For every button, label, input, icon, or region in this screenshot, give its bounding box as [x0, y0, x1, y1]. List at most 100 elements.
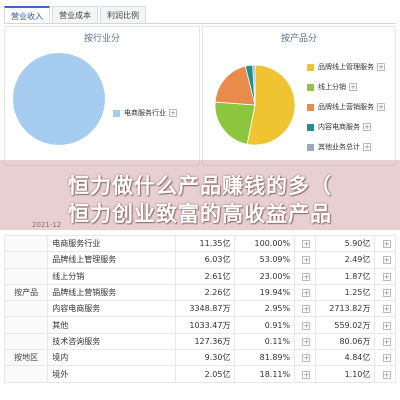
- row-ratio: 2.95%: [234, 300, 296, 318]
- expand-icon[interactable]: +: [349, 83, 357, 91]
- row-expand-cell[interactable]: +: [374, 316, 396, 334]
- tab-cost[interactable]: 营业成本: [52, 6, 98, 23]
- expand-icon[interactable]: +: [382, 354, 391, 363]
- legend-item-ecommerce[interactable]: 电商服务行业 +: [113, 103, 177, 123]
- row-expand-cell[interactable]: +: [294, 349, 316, 367]
- row-cost: 559.02万: [314, 316, 376, 334]
- industry-panel: 按行业分 电商服务行业 +: [4, 26, 200, 166]
- row-expand-cell[interactable]: +: [374, 234, 396, 253]
- legend-item-online-distribution[interactable]: 线上分销 +: [307, 77, 385, 97]
- row-ratio: 100.00%: [234, 234, 296, 253]
- row-expand-cell[interactable]: +: [294, 332, 316, 351]
- table-row: 按产品 品牌线上营销服务 2.26亿 19.94% +1.25亿 +: [3, 283, 396, 302]
- legend-label: 品牌线上营销服务: [318, 103, 374, 111]
- expand-icon[interactable]: +: [302, 337, 311, 346]
- table-row: 内容电商服务 3348.87万 2.95% +2713.82万 +: [3, 300, 396, 318]
- product-panel: 按产品分 品牌线上管理服务 + 线上分销 + 品牌线上营销服务 + 内容电商服务…: [202, 26, 396, 166]
- pie-slice[interactable]: [13, 53, 105, 145]
- table-row: 按地区 境内 9.30亿 81.89% +4.84亿 +: [3, 349, 396, 367]
- pie-slice[interactable]: [214, 65, 256, 106]
- row-expand-cell[interactable]: +: [374, 251, 396, 269]
- tab-revenue[interactable]: 营业收入: [4, 6, 50, 23]
- pie-slice[interactable]: [214, 101, 256, 145]
- expand-icon[interactable]: +: [302, 240, 311, 249]
- table-row: 电商服务行业 11.35亿 100.00% +5.90亿 +: [3, 234, 396, 253]
- legend-item-other[interactable]: 其他业务总计 +: [307, 137, 385, 157]
- row-cost: 2.49亿: [314, 251, 376, 269]
- row-cost: 80.06万: [314, 332, 376, 351]
- legend-item-brand-marketing[interactable]: 品牌线上营销服务 +: [307, 97, 385, 117]
- row-expand-cell[interactable]: +: [294, 234, 316, 253]
- expand-icon[interactable]: +: [382, 305, 391, 314]
- row-expand-cell[interactable]: +: [294, 283, 316, 302]
- expand-icon[interactable]: +: [363, 143, 371, 151]
- row-cost: 1.87亿: [314, 267, 376, 285]
- row-revenue: 2.05亿: [174, 365, 236, 383]
- expand-icon[interactable]: +: [382, 272, 391, 281]
- row-revenue: 1033.47万: [174, 316, 236, 334]
- pie-slice[interactable]: [246, 64, 296, 146]
- row-expand-cell[interactable]: +: [374, 283, 396, 302]
- row-expand-cell[interactable]: +: [294, 316, 316, 334]
- legend-label: 内容电商服务: [318, 123, 360, 131]
- expand-icon[interactable]: +: [382, 321, 391, 330]
- row-ratio: 0.11%: [234, 332, 296, 351]
- row-expand-cell[interactable]: +: [294, 300, 316, 318]
- legend-item-content-ecommerce[interactable]: 内容电商服务 +: [307, 117, 385, 137]
- banner-title-line2: 恒力创业致富的高收益产品: [68, 202, 332, 226]
- expand-icon[interactable]: +: [302, 321, 311, 330]
- row-group-label: 按产品: [3, 283, 49, 302]
- row-name: 境外: [47, 365, 176, 383]
- banner-title-line1: 恒力做什么产品赚钱的多（: [68, 174, 332, 198]
- expand-icon[interactable]: +: [382, 337, 391, 346]
- row-group-label: [3, 267, 49, 285]
- legend-item-brand-management[interactable]: 品牌线上管理服务 +: [307, 57, 385, 77]
- row-revenue: 11.35亿: [174, 234, 236, 253]
- industry-pie-chart: [13, 53, 105, 145]
- row-cost: 4.84亿: [314, 349, 376, 367]
- row-expand-cell[interactable]: +: [294, 365, 316, 383]
- table-row: 品牌线上管理服务 6.03亿 53.09% +2.49亿 +: [3, 251, 396, 269]
- expand-icon[interactable]: +: [302, 289, 311, 298]
- industry-legend: 电商服务行业 +: [113, 103, 177, 123]
- expand-icon[interactable]: +: [302, 305, 311, 314]
- tab-profit-ratio[interactable]: 利润比例: [100, 6, 146, 23]
- row-ratio: 0.91%: [234, 316, 296, 334]
- row-expand-cell[interactable]: +: [294, 267, 316, 285]
- row-revenue: 127.36万: [174, 332, 236, 351]
- expand-icon[interactable]: +: [382, 370, 391, 379]
- row-expand-cell[interactable]: +: [374, 300, 396, 318]
- row-name: 品牌线上营销服务: [47, 283, 176, 302]
- legend-label: 品牌线上管理服务: [318, 63, 374, 71]
- row-expand-cell[interactable]: +: [374, 267, 396, 285]
- expand-icon[interactable]: +: [382, 240, 391, 249]
- legend-swatch: [307, 103, 314, 111]
- row-expand-cell[interactable]: +: [374, 365, 396, 383]
- expand-icon[interactable]: +: [382, 256, 391, 265]
- expand-icon[interactable]: +: [363, 123, 371, 131]
- row-group-label: 按地区: [3, 349, 49, 367]
- expand-icon[interactable]: +: [169, 109, 177, 117]
- row-group-label: [3, 234, 49, 253]
- expand-icon[interactable]: +: [377, 103, 385, 111]
- expand-icon[interactable]: +: [302, 370, 311, 379]
- expand-icon[interactable]: +: [302, 256, 311, 265]
- row-name: 境内: [47, 349, 176, 367]
- report-date: 2021-12: [32, 221, 62, 229]
- row-revenue: 9.30亿: [174, 349, 236, 367]
- table-row: 境外 2.05亿 18.11% +1.10亿 +: [3, 365, 396, 383]
- row-expand-cell[interactable]: +: [374, 349, 396, 367]
- product-legend: 品牌线上管理服务 + 线上分销 + 品牌线上营销服务 + 内容电商服务 + 其他…: [307, 57, 385, 157]
- row-group-label: [3, 316, 49, 334]
- expand-icon[interactable]: +: [302, 354, 311, 363]
- expand-icon[interactable]: +: [382, 289, 391, 298]
- expand-icon[interactable]: +: [377, 63, 385, 71]
- pie-slice[interactable]: [252, 64, 256, 106]
- row-expand-cell[interactable]: +: [294, 251, 316, 269]
- row-group-label: [3, 300, 49, 318]
- row-name: 线上分销: [47, 267, 176, 285]
- row-name: 其他: [47, 316, 176, 334]
- row-expand-cell[interactable]: +: [374, 332, 396, 351]
- row-ratio: 18.11%: [234, 365, 296, 383]
- expand-icon[interactable]: +: [302, 272, 311, 281]
